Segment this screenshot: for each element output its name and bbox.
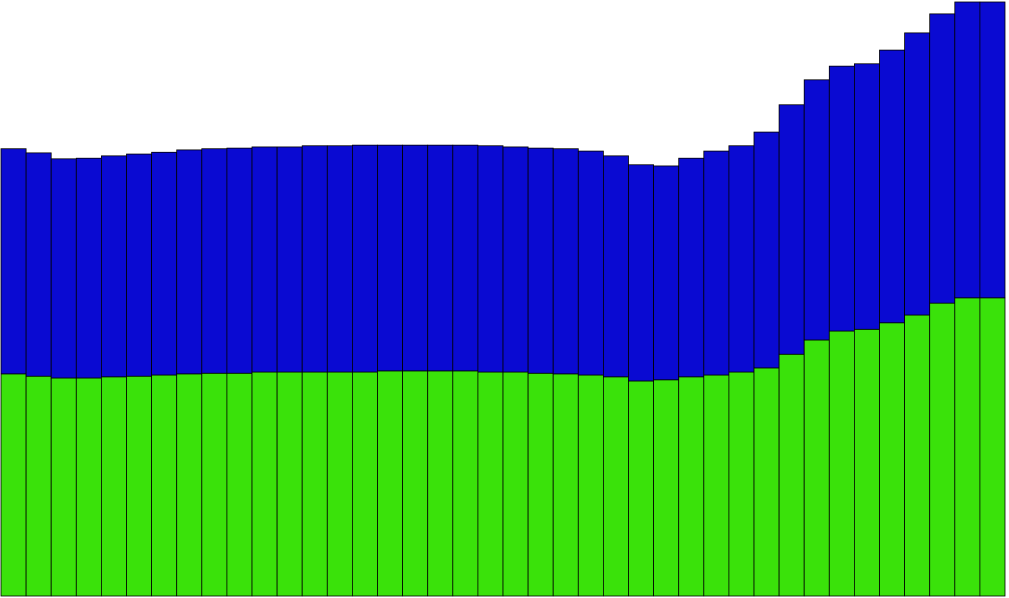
bar-segment <box>778 353 805 597</box>
bar-segment <box>326 145 353 373</box>
bar-segment <box>552 373 579 597</box>
bar-segment <box>653 379 680 597</box>
bar-segment <box>753 131 780 369</box>
bar-segment <box>25 152 52 377</box>
bar-segment <box>703 374 730 597</box>
bar-segment <box>50 377 77 597</box>
bar-segment <box>377 370 404 597</box>
bar-segment <box>276 146 303 373</box>
bar-segment <box>653 165 680 381</box>
bar-segment <box>126 375 153 597</box>
bar-segment <box>603 155 629 378</box>
bar-segment <box>251 371 278 597</box>
bar-segment <box>251 146 278 373</box>
bar-segment <box>954 297 981 597</box>
bar-segment <box>803 339 830 597</box>
bar-segment <box>753 367 780 597</box>
bar-segment <box>176 373 203 597</box>
bar-segment <box>828 330 855 597</box>
bar-segment <box>527 147 554 374</box>
bar-segment <box>176 149 203 375</box>
bar-segment <box>276 371 303 597</box>
bar-segment <box>904 32 931 316</box>
bar-segment <box>954 1 981 299</box>
bar-segment <box>477 145 504 373</box>
bar-segment <box>527 372 554 597</box>
bar-segment <box>0 148 27 375</box>
bar-segment <box>979 297 1006 597</box>
bar-segment <box>50 158 77 379</box>
bar-segment <box>828 65 855 332</box>
bar-segment <box>728 145 755 373</box>
bar-segment <box>502 146 529 373</box>
bar-segment <box>25 375 52 597</box>
bar-segment <box>854 63 880 330</box>
bar-segment <box>879 49 906 324</box>
bar-segment <box>226 147 253 374</box>
bar-segment <box>628 380 655 597</box>
bar-segment <box>728 371 755 597</box>
bar-segment <box>301 371 328 597</box>
bar-segment <box>427 144 454 372</box>
bar-segment <box>929 13 956 304</box>
bar-segment <box>904 314 931 597</box>
bar-segment <box>603 376 629 597</box>
bar-segment <box>201 148 228 374</box>
bar-segment <box>552 148 579 375</box>
bar-segment <box>201 372 228 597</box>
bar-segment <box>351 371 378 597</box>
bar-segment <box>452 370 479 597</box>
bar-segment <box>703 150 730 376</box>
bar-segment <box>427 370 454 597</box>
bar-segment <box>151 374 178 597</box>
bar-segment <box>226 372 253 597</box>
bar-segment <box>678 376 705 597</box>
bar-segment <box>577 150 604 376</box>
bar-segment <box>402 370 429 597</box>
bar-segment <box>854 328 880 597</box>
bar-segment <box>101 376 127 597</box>
bar-segment <box>577 374 604 597</box>
bar-segment <box>101 155 127 378</box>
bar-segment <box>326 371 353 597</box>
bar-segment <box>75 377 102 597</box>
bar-segment <box>402 144 429 372</box>
bar-segment <box>351 144 378 373</box>
bar-segment <box>151 151 178 376</box>
bar-segment <box>778 104 805 355</box>
bar-segment <box>929 302 956 597</box>
bar-segment <box>803 79 830 341</box>
bar-segment <box>0 373 27 597</box>
bar-segment <box>377 144 404 372</box>
bar-segment <box>75 157 102 379</box>
bar-segment <box>879 322 906 597</box>
bar-segment <box>502 371 529 597</box>
bar-segment <box>452 144 479 372</box>
bar-segment <box>628 164 655 382</box>
bar-segment <box>477 371 504 597</box>
bar-segment <box>126 153 153 377</box>
bar-segment <box>301 145 328 373</box>
bar-segment <box>979 1 1006 299</box>
bar-segment <box>678 157 705 378</box>
